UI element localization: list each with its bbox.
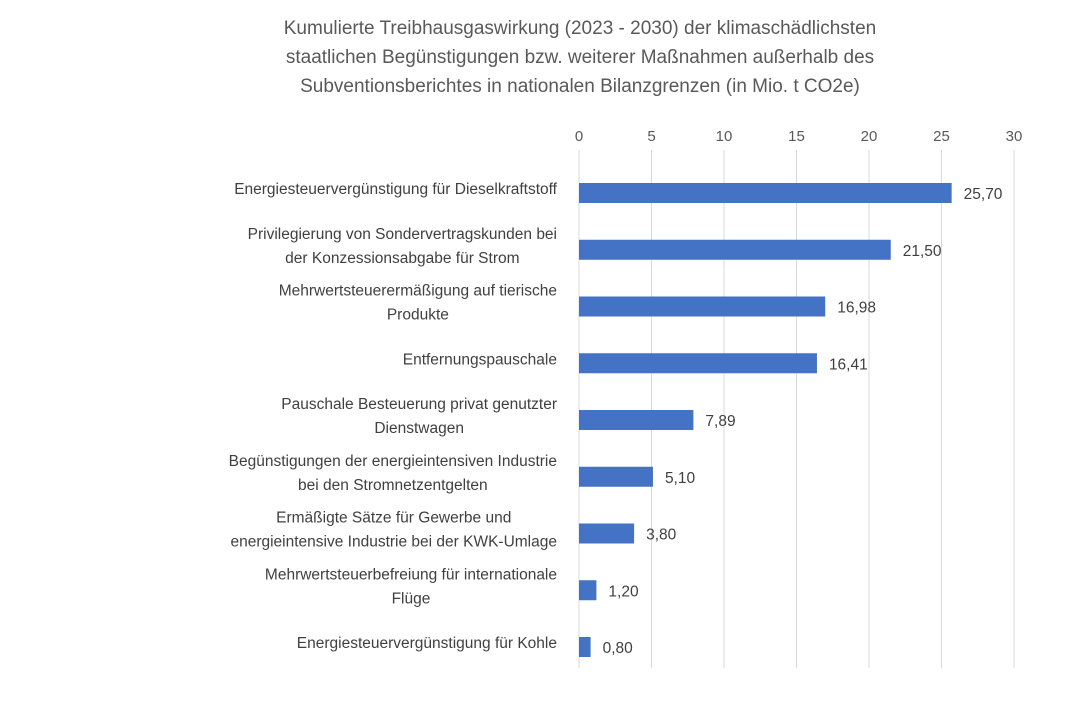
x-tick-label: 30	[1006, 128, 1023, 145]
bar	[579, 580, 597, 601]
x-tick-label: 5	[647, 128, 655, 145]
data-label: 7,89	[705, 413, 735, 430]
category-label: energieintensive Industrie bei der KWK-U…	[230, 534, 557, 551]
category-labels: Energiesteuervergünstigung für Dieselkra…	[229, 181, 558, 652]
category-label: Energiesteuervergünstigung für Dieselkra…	[234, 181, 557, 198]
category-label: Produkte	[387, 307, 449, 324]
chart-title-line: Subventionsberichtes in nationalen Bilan…	[300, 76, 860, 97]
x-tick-label: 15	[788, 128, 805, 145]
category-label: Mehrwertsteuerbefreiung für internationa…	[265, 566, 557, 583]
x-tick-label: 0	[575, 128, 583, 145]
bar	[579, 239, 891, 260]
category-label: Dienstwagen	[374, 420, 464, 437]
data-label: 3,80	[646, 527, 677, 544]
category-label: Begünstigungen der energieintensiven Ind…	[229, 453, 557, 470]
data-label: 0,80	[603, 640, 634, 657]
category-label: Ermäßigte Sätze für Gewerbe und	[276, 510, 511, 527]
bar	[579, 523, 635, 544]
gridlines	[578, 150, 1015, 668]
category-label: bei den Stromnetzentgelten	[298, 477, 488, 494]
bar	[579, 353, 817, 374]
x-tick-label: 10	[716, 128, 733, 145]
bar	[579, 410, 694, 430]
data-label: 16,98	[837, 300, 876, 317]
category-label: der Konzessionsabgabe für Strom	[285, 250, 519, 267]
bars	[579, 183, 952, 657]
chart-title-line: Kumulierte Treibhausgaswirkung (2023 - 2…	[284, 18, 876, 39]
data-labels: 25,70 21,50 16,98 16,41 7,89 5,10 3,80 1,20 0,80	[603, 186, 1003, 657]
bar	[579, 637, 591, 657]
chart-title: Kumulierte Treibhausgaswirkung (2023 - 2…	[284, 18, 876, 97]
x-axis-tick-labels: 0 5 10 15 20 25 30	[575, 128, 1023, 145]
category-label: Energiesteuervergünstigung für Kohle	[297, 635, 557, 652]
bar	[579, 296, 826, 317]
data-label: 1,20	[608, 583, 639, 600]
category-label: Flüge	[392, 590, 431, 607]
category-label: Pauschale Besteuerung privat genutzter	[281, 396, 557, 413]
category-label: Privilegierung von Sondervertragskunden …	[248, 226, 557, 243]
data-label: 25,70	[964, 186, 1003, 203]
bar	[579, 466, 653, 487]
x-tick-label: 20	[861, 128, 878, 145]
data-label: 21,50	[903, 243, 942, 260]
x-tick-label: 25	[933, 128, 950, 145]
bar	[579, 183, 952, 203]
category-label: Entfernungspauschale	[403, 351, 557, 368]
data-label: 5,10	[665, 470, 696, 487]
data-label: 16,41	[829, 356, 868, 373]
chart-title-line: staatlichen Begünstigungen bzw. weiterer…	[286, 47, 874, 68]
category-label: Mehrwertsteuerermäßigung auf tierische	[279, 283, 557, 300]
